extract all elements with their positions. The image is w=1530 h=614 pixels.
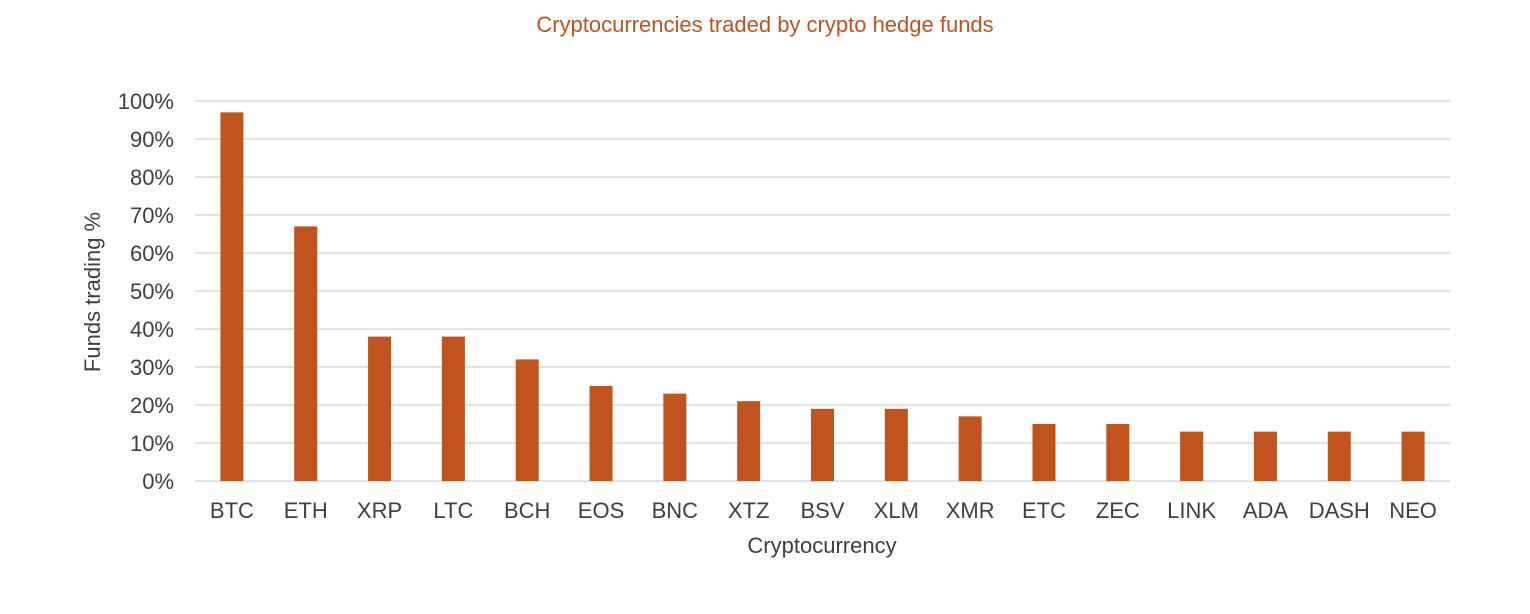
x-tick-label: EOS [578, 498, 624, 523]
x-tick-label: XMR [946, 498, 995, 523]
bars [220, 112, 1425, 482]
bar-eth [294, 226, 318, 481]
x-tick-label: BCH [504, 498, 550, 523]
y-tick-label: 50% [130, 279, 174, 304]
bar-btc [220, 112, 244, 482]
y-tick-label: 60% [130, 241, 174, 266]
y-tick-label: 40% [130, 317, 174, 342]
x-tick-label: ZEC [1096, 498, 1140, 523]
x-tick-label: LTC [433, 498, 473, 523]
y-tick-label: 90% [130, 127, 174, 152]
x-tick-label: ETC [1022, 498, 1066, 523]
bar-zec [1106, 424, 1130, 481]
bar-xrp [368, 336, 392, 481]
y-axis-title: Funds trading % [80, 212, 105, 372]
bar-link [1180, 431, 1204, 481]
x-tick-label: XRP [357, 498, 402, 523]
bar-xmr [958, 416, 982, 481]
x-tick-label: BSV [800, 498, 844, 523]
bar-dash [1327, 431, 1351, 481]
y-tick-label: 80% [130, 165, 174, 190]
bar-bnc [663, 393, 687, 481]
y-axis-ticks: 0% 10% 20% 30% 40% 50% 60% 70% 80% 90% 100% [118, 89, 174, 494]
bar-etc [1032, 424, 1056, 481]
bar-ltc [441, 336, 465, 481]
x-tick-label: LINK [1167, 498, 1216, 523]
y-tick-label: 10% [130, 431, 174, 456]
bar-xlm [884, 408, 908, 481]
x-tick-label: XLM [874, 498, 919, 523]
x-tick-label: NEO [1389, 498, 1437, 523]
x-tick-label: ETH [284, 498, 328, 523]
bar-ada [1253, 431, 1277, 481]
y-tick-label: 0% [142, 469, 174, 494]
bar-eos [589, 386, 613, 481]
bar-neo [1401, 431, 1425, 481]
y-tick-label: 70% [130, 203, 174, 228]
x-axis-ticks: BTC ETH XRP LTC BCH EOS BNC XTZ BSV XLM XMR ETC ZEC L… [210, 498, 1437, 523]
x-tick-label: ADA [1243, 498, 1289, 523]
x-tick-label: DASH [1309, 498, 1370, 523]
bar-bch [515, 359, 539, 481]
bar-bsv [811, 408, 834, 481]
y-tick-label: 20% [130, 393, 174, 418]
chart-title: Cryptocurrencies traded by crypto hedge … [536, 12, 994, 37]
bar-xtz [737, 401, 761, 481]
x-tick-label: BTC [210, 498, 254, 523]
x-axis-title: Cryptocurrency [747, 533, 896, 558]
x-tick-label: BNC [652, 498, 699, 523]
x-tick-label: XTZ [728, 498, 770, 523]
y-tick-label: 100% [118, 89, 174, 114]
y-tick-label: 30% [130, 355, 174, 380]
